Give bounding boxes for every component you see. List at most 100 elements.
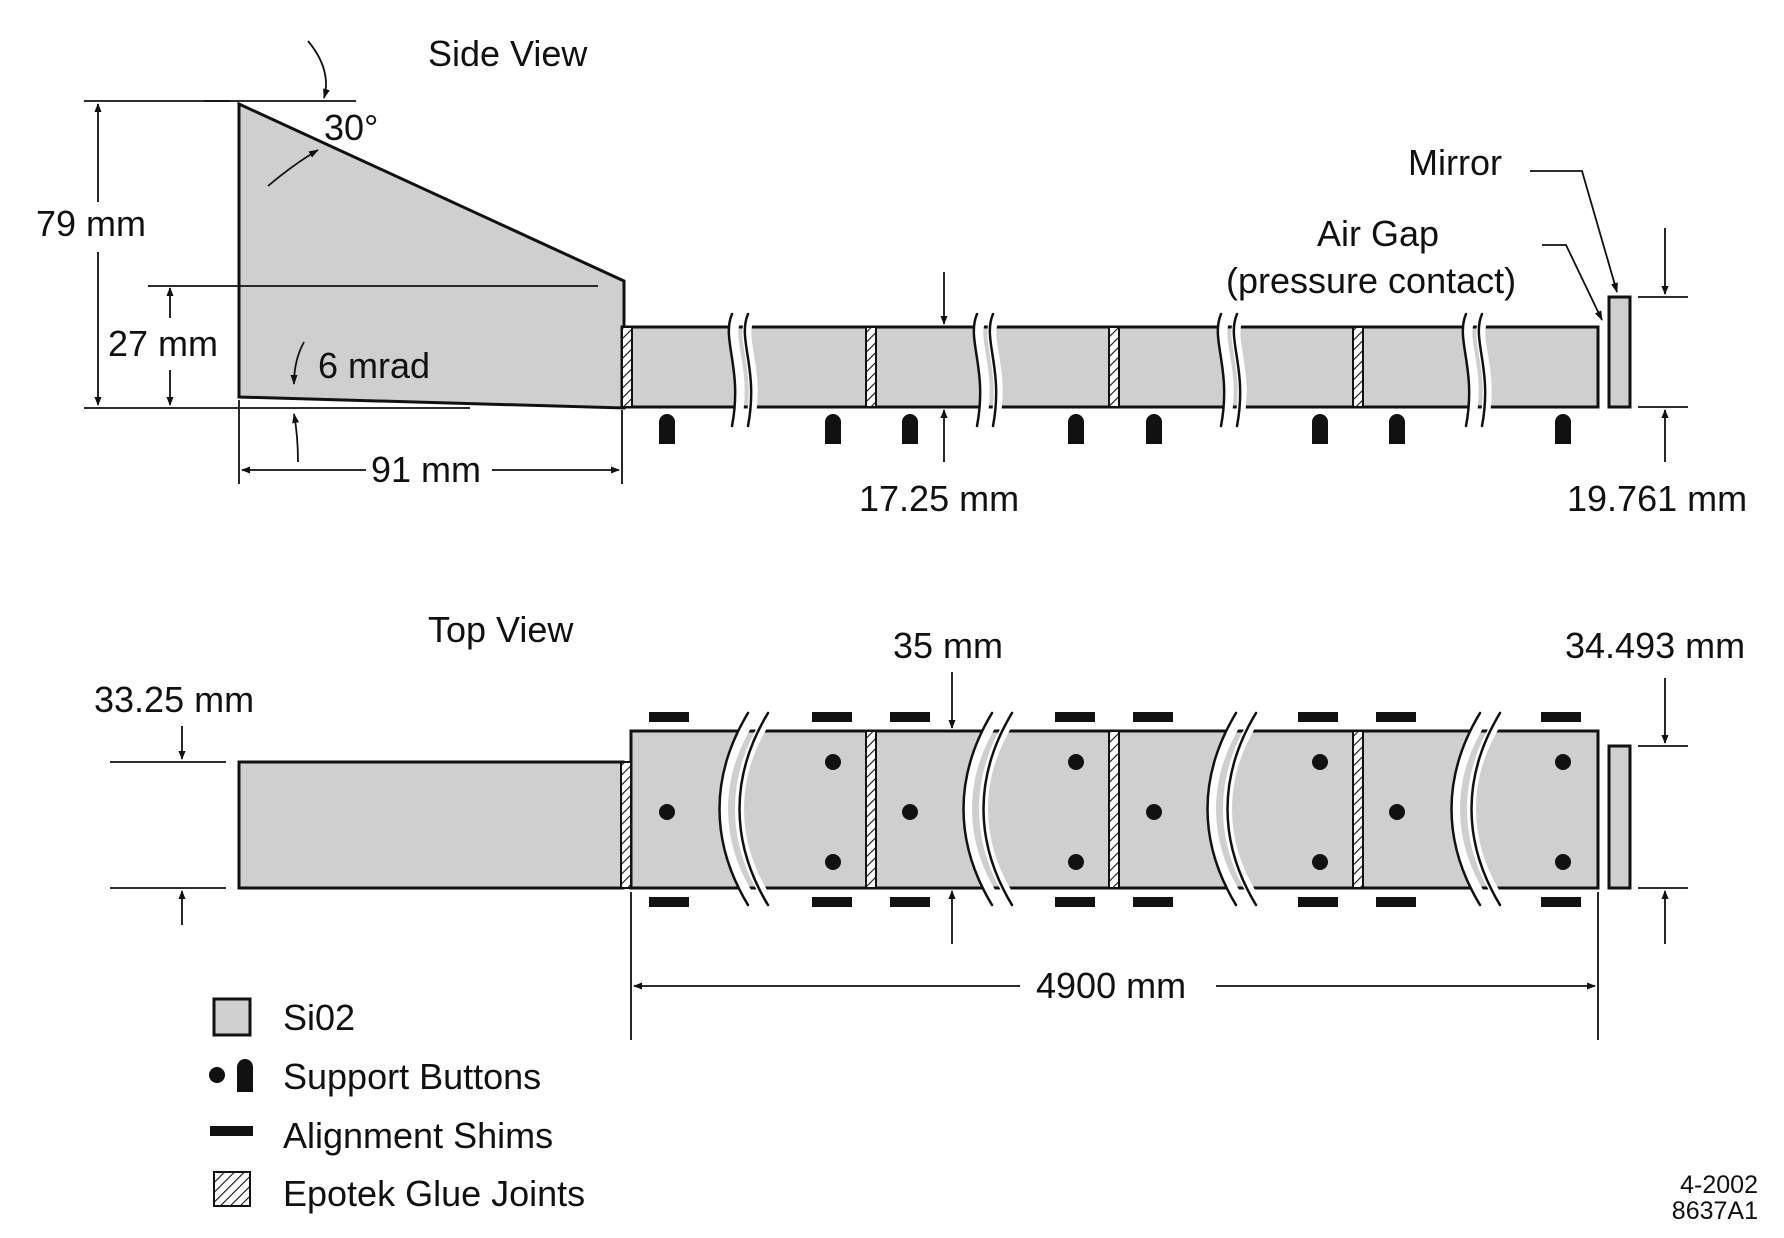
break-mark xyxy=(718,711,773,907)
bar-thickness-label: 17.25 mm xyxy=(859,478,1019,519)
mirror-width-label: 34.493 mm xyxy=(1565,625,1745,666)
mirror-thickness-label: 19.761 mm xyxy=(1567,478,1747,519)
top-view-title: Top View xyxy=(428,609,574,650)
legend-item-label: Support Buttons xyxy=(283,1056,541,1097)
support-button xyxy=(1068,854,1084,870)
glue-joint xyxy=(1108,730,1120,889)
legend-item-label: Si02 xyxy=(283,997,355,1038)
angle-arc-arrow xyxy=(267,149,319,187)
support-button xyxy=(1389,804,1405,820)
alignment-shim xyxy=(649,712,689,722)
alignment-shim xyxy=(1376,712,1416,722)
legend-item-alignment-shims: Alignment Shims xyxy=(210,1115,553,1156)
support-buttons-top xyxy=(659,754,1571,870)
legend-item-label: Epotek Glue Joints xyxy=(283,1173,585,1214)
support-button xyxy=(1146,414,1162,444)
alignment-shim xyxy=(1133,897,1173,907)
support-button xyxy=(825,414,841,444)
support-button xyxy=(1312,754,1328,770)
alignment-shim xyxy=(1541,712,1581,722)
legend: Si02 Support Buttons Alignment Shims Epo… xyxy=(209,997,585,1214)
total-length-label: 4900 mm xyxy=(1036,965,1186,1006)
mirror-top-profile xyxy=(1607,744,1632,890)
glue-joint xyxy=(621,326,633,408)
glue-joint xyxy=(1352,730,1364,889)
angle-label: 30° xyxy=(324,107,378,148)
sio2-swatch-icon xyxy=(212,997,252,1037)
alignment-shim-icon xyxy=(210,1126,253,1136)
bar-breaks-side xyxy=(727,312,1492,428)
legend-item-support-buttons: Support Buttons xyxy=(209,1056,541,1097)
support-buttons-side xyxy=(659,414,1571,444)
break-mark xyxy=(972,312,1003,428)
top-view: Top View xyxy=(94,609,1745,1040)
air-gap-leader xyxy=(1542,244,1603,321)
glue-joint xyxy=(1352,326,1364,408)
support-button xyxy=(1555,854,1571,870)
legend-item-sio2: Si02 xyxy=(212,997,355,1038)
drawing-id: 8637A1 xyxy=(1672,1197,1758,1225)
slope-label: 6 mrad xyxy=(318,345,430,386)
alignment-shim xyxy=(1133,712,1173,722)
support-button xyxy=(659,804,675,820)
alignment-shim xyxy=(1376,897,1416,907)
air-gap-note: (pressure contact) xyxy=(1226,260,1516,301)
mirror-side-profile xyxy=(1607,295,1632,409)
side-view-title: Side View xyxy=(428,33,588,74)
length-label: 91 mm xyxy=(371,449,481,490)
side-view: Side View xyxy=(36,33,1747,519)
support-button xyxy=(659,414,675,444)
glue-joint xyxy=(1108,326,1120,408)
glue-joint-hatch-icon xyxy=(213,1171,251,1207)
slope-arrow xyxy=(292,413,300,463)
height-label: 79 mm xyxy=(36,203,146,244)
alignment-shim xyxy=(812,712,852,722)
mirror-leader xyxy=(1530,170,1618,293)
glue-joints-side xyxy=(621,326,1364,408)
support-button xyxy=(825,754,841,770)
slope-arrow xyxy=(290,341,305,385)
break-mark xyxy=(1216,312,1247,428)
air-gap-label: Air Gap xyxy=(1317,213,1439,254)
drawing-footer: 4-2002 8637A1 xyxy=(1672,1171,1758,1225)
glue-joints-top xyxy=(620,730,1364,889)
break-mark xyxy=(1450,711,1505,907)
wedge-top-profile xyxy=(237,760,625,890)
alignment-shim xyxy=(1298,897,1338,907)
glue-joint xyxy=(865,326,877,408)
support-button-icon xyxy=(209,1059,253,1092)
break-mark xyxy=(1206,711,1261,907)
alignment-shim xyxy=(649,897,689,907)
lower-height-label: 27 mm xyxy=(108,323,218,364)
break-mark xyxy=(962,711,1017,907)
mirror-label: Mirror xyxy=(1408,142,1502,183)
alignment-shim xyxy=(1055,897,1095,907)
angle-pointer-arrow xyxy=(307,40,330,99)
support-button xyxy=(902,804,918,820)
alignment-shim xyxy=(890,897,930,907)
alignment-shims xyxy=(649,712,1581,907)
break-mark xyxy=(1461,312,1492,428)
support-button xyxy=(825,854,841,870)
legend-item-glue-joints: Epotek Glue Joints xyxy=(213,1171,585,1214)
support-button xyxy=(1146,804,1162,820)
support-button xyxy=(1555,414,1571,444)
alignment-shim xyxy=(890,712,930,722)
legend-item-label: Alignment Shims xyxy=(283,1115,553,1156)
break-mark xyxy=(727,312,758,428)
bar-breaks-top xyxy=(718,711,1505,907)
support-button xyxy=(1389,414,1405,444)
support-button xyxy=(1068,754,1084,770)
glue-joint xyxy=(620,761,632,889)
glue-joint xyxy=(865,730,877,889)
support-button xyxy=(1068,414,1084,444)
alignment-shim xyxy=(1298,712,1338,722)
bar-width-label: 35 mm xyxy=(893,625,1003,666)
support-button xyxy=(902,414,918,444)
date-code: 4-2002 xyxy=(1680,1171,1758,1199)
alignment-shim xyxy=(1055,712,1095,722)
support-button xyxy=(1312,414,1328,444)
alignment-shim xyxy=(812,897,852,907)
support-button xyxy=(1312,854,1328,870)
